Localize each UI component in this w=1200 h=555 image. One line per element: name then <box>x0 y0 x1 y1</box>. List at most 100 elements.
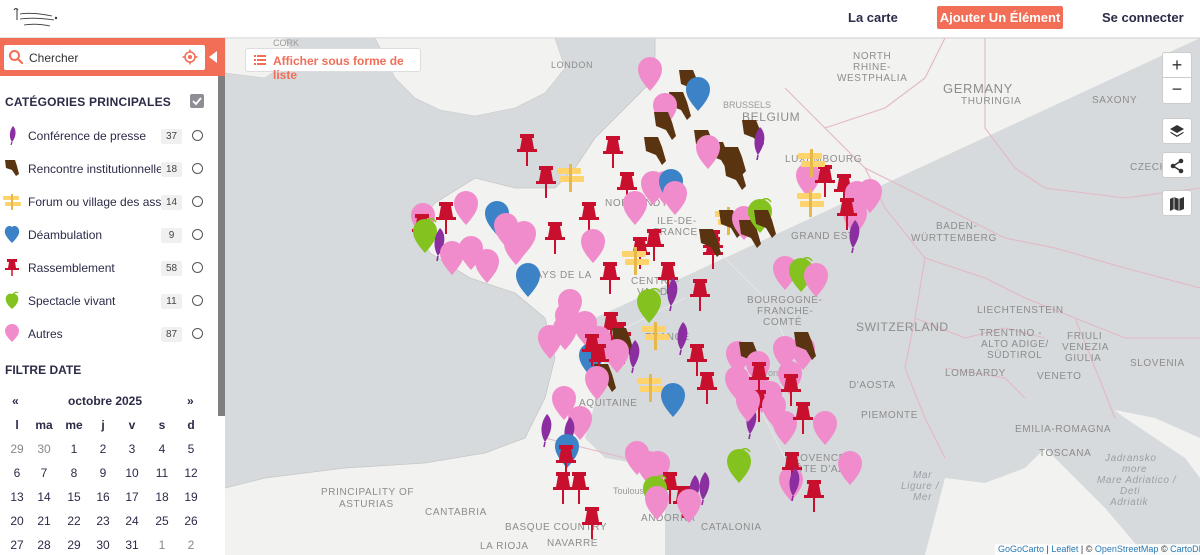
show-as-list-button[interactable]: Afficher sous forme de liste <box>245 48 421 82</box>
map-marker-pin-icon[interactable] <box>472 248 502 284</box>
calendar-day[interactable]: 19 <box>184 490 198 504</box>
map[interactable]: NORTH RHINE- WESTPHALIA GERMANY THURINGI… <box>225 38 1200 555</box>
map-marker-pushpin-icon[interactable] <box>595 260 625 296</box>
map-marker-signpost-icon[interactable] <box>635 370 665 406</box>
calendar-day[interactable]: 2 <box>99 442 107 456</box>
map-marker-feather-icon[interactable] <box>618 338 648 374</box>
map-marker-pin-icon[interactable] <box>582 365 612 401</box>
map-marker-crowd-icon[interactable] <box>683 76 713 112</box>
calendar-day[interactable]: 30 <box>37 442 51 456</box>
calendar-day[interactable]: 17 <box>125 490 139 504</box>
calendar-day[interactable]: 31 <box>125 538 139 552</box>
calendar-day[interactable]: 16 <box>96 490 110 504</box>
map-marker-pin-icon[interactable] <box>693 134 723 170</box>
map-marker-pushpin-icon[interactable] <box>685 277 715 313</box>
calendar-day[interactable]: 8 <box>70 466 78 480</box>
sidebar-scrollbar[interactable] <box>218 76 225 416</box>
calendar-day[interactable]: 1 <box>158 538 166 552</box>
category-radio[interactable] <box>192 130 203 141</box>
map-marker-hand-icon[interactable] <box>695 227 725 263</box>
map-marker-feather-icon[interactable] <box>838 218 868 254</box>
map-marker-pin-icon[interactable] <box>770 410 800 446</box>
category-radio[interactable] <box>192 328 203 339</box>
calendar-day[interactable]: 2 <box>187 538 195 552</box>
map-marker-pin-icon[interactable] <box>660 180 690 216</box>
calendar-day[interactable]: 4 <box>158 442 166 456</box>
category-radio[interactable] <box>192 163 203 174</box>
map-marker-theater-icon[interactable] <box>634 288 664 324</box>
map-marker-theater-icon[interactable] <box>410 218 440 254</box>
map-marker-pushpin-icon[interactable] <box>540 220 570 256</box>
map-marker-pin-icon[interactable] <box>801 262 831 298</box>
map-view-button[interactable] <box>1162 190 1192 216</box>
zoom-in-button[interactable]: + <box>1163 53 1191 78</box>
share-button[interactable] <box>1162 152 1192 178</box>
category-radio[interactable] <box>192 196 203 207</box>
categories-select-all-checkbox[interactable] <box>190 94 204 108</box>
locate-icon[interactable] <box>182 49 198 65</box>
map-marker-hand-icon[interactable] <box>750 208 780 244</box>
osm-link[interactable]: OpenStreetMap <box>1094 544 1159 554</box>
map-marker-signpost-icon[interactable] <box>795 185 825 221</box>
calendar-day[interactable]: 25 <box>155 514 169 528</box>
category-radio[interactable] <box>192 229 203 240</box>
map-marker-feather-icon[interactable] <box>666 320 696 356</box>
map-marker-pin-icon[interactable] <box>437 240 467 276</box>
calendar-day[interactable]: 14 <box>37 490 51 504</box>
map-marker-pushpin-icon[interactable] <box>832 196 862 232</box>
calendar-day[interactable]: 10 <box>125 466 139 480</box>
map-marker-pushpin-icon[interactable] <box>512 132 542 168</box>
map-marker-pushpin-icon[interactable] <box>431 200 461 236</box>
category-conference-de-presse[interactable]: Conférence de presse 37 <box>0 119 218 152</box>
map-marker-pin-icon[interactable] <box>855 178 885 214</box>
category-spectacle-vivant[interactable]: Spectacle vivant 11 <box>0 284 218 317</box>
map-marker-pin-icon[interactable] <box>810 410 840 446</box>
map-marker-pin-icon[interactable] <box>602 338 632 374</box>
map-marker-pin-icon[interactable] <box>642 485 672 521</box>
category-radio[interactable] <box>192 262 203 273</box>
map-marker-pin-icon[interactable] <box>620 190 650 226</box>
category-autres[interactable]: Autres 87 <box>0 317 218 350</box>
calendar-day[interactable]: 29 <box>10 442 24 456</box>
calendar-day[interactable]: 22 <box>67 514 81 528</box>
calendar-day[interactable]: 29 <box>67 538 81 552</box>
map-marker-feather-icon[interactable] <box>743 125 773 161</box>
map-marker-pushpin-icon[interactable] <box>810 163 840 199</box>
map-marker-feather-icon[interactable] <box>530 412 560 448</box>
zoom-out-button[interactable]: − <box>1171 79 1183 99</box>
category-forum-village[interactable]: Forum ou village des asso 14 <box>0 185 218 218</box>
map-marker-signpost-icon[interactable] <box>555 160 585 196</box>
login-link[interactable]: Se connecter <box>1102 10 1184 25</box>
calendar-day[interactable]: 24 <box>125 514 139 528</box>
calendar-day[interactable]: 23 <box>96 514 110 528</box>
map-marker-hand-icon[interactable] <box>720 145 750 181</box>
map-marker-feather-icon[interactable] <box>778 466 808 502</box>
leaflet-link[interactable]: Leaflet <box>1051 544 1079 554</box>
category-radio[interactable] <box>192 295 203 306</box>
map-marker-theater-icon[interactable] <box>724 448 754 484</box>
map-marker-pushpin-icon[interactable] <box>548 470 578 506</box>
map-marker-pushpin-icon[interactable] <box>692 370 722 406</box>
calendar-day[interactable]: 7 <box>40 466 48 480</box>
calendar-day[interactable]: 15 <box>67 490 81 504</box>
map-marker-hand-icon[interactable] <box>650 110 680 146</box>
calendar-day[interactable]: 20 <box>10 514 24 528</box>
map-marker-pushpin-icon[interactable] <box>639 227 669 263</box>
calendar-day[interactable]: 27 <box>10 538 24 552</box>
calendar-day[interactable]: 30 <box>96 538 110 552</box>
collapse-sidebar-icon[interactable] <box>209 51 218 63</box>
calendar-day[interactable]: 1 <box>70 442 78 456</box>
category-rencontre-institutionnelle[interactable]: Rencontre institutionnelle 18 <box>0 152 218 185</box>
nav-map-link[interactable]: La carte <box>848 10 898 25</box>
map-marker-pin-icon[interactable] <box>451 190 481 226</box>
calendar-day[interactable]: 26 <box>184 514 198 528</box>
map-marker-crowd-icon[interactable] <box>513 262 543 298</box>
calendar-day[interactable]: 28 <box>37 538 51 552</box>
map-marker-pushpin-icon[interactable] <box>788 400 818 436</box>
calendar-day[interactable]: 18 <box>155 490 169 504</box>
cartodb-link[interactable]: CartoDB <box>1170 544 1200 554</box>
calendar-day[interactable]: 9 <box>99 466 107 480</box>
calendar-day[interactable]: 6 <box>13 466 21 480</box>
map-marker-pin-icon[interactable] <box>674 488 704 524</box>
map-marker-signpost-icon[interactable] <box>796 145 826 181</box>
